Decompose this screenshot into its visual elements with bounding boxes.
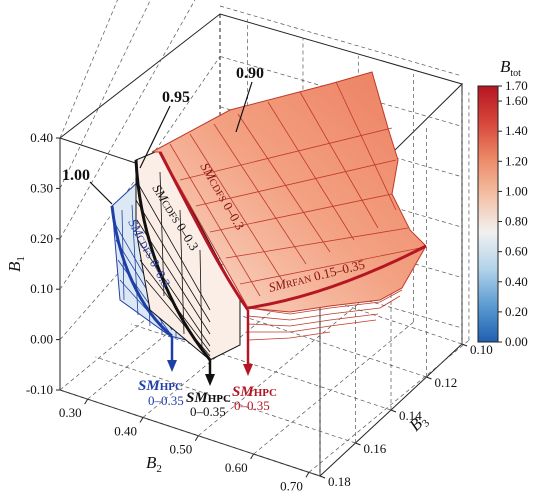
black-edge-curve [134, 159, 212, 361]
b2-tick-label: 0.40 [114, 423, 137, 438]
hpc-arrowhead-blue [167, 360, 177, 372]
contour-label-095: 0.95 [162, 89, 190, 106]
contour-label-100: 1.00 [62, 167, 90, 184]
hpc-arrowhead-red [243, 364, 253, 376]
colorbar-tick-label: 0.20 [505, 304, 528, 319]
b3-tick-label: 0.18 [328, 474, 351, 489]
b3-grid-line [95, 356, 356, 444]
red-surface-top [151, 71, 427, 313]
red-rfan-curve [247, 244, 427, 310]
colorbar-tick-label: 0.80 [505, 214, 528, 229]
colorbar-tick-label: 0.60 [505, 244, 528, 259]
colorbar-tick-label: 0.00 [505, 334, 528, 349]
colorbar-tick-label: 1.70 [505, 78, 528, 93]
red-side-layers [247, 289, 403, 341]
hpc-arrowhead-black [205, 374, 215, 386]
svg-text:SMHPC: SMHPC [138, 378, 183, 394]
b2-tick-mark [84, 398, 89, 405]
black-surface-mesh [135, 171, 211, 357]
hpc-label-red: SMHPC 0–0.35 [232, 384, 277, 413]
colorbar-title: Btot [500, 57, 521, 79]
colorbar: Btot 0.00 0.20 0.40 0.60 0.80 1.00 1.20 1.40 1.6… [477, 57, 528, 349]
b3-tick-mark [390, 409, 397, 413]
contour-leaders [89, 81, 253, 205]
b1-axis-ticks: -0.10 0.00 0.10 0.20 0.30 0.40 [26, 130, 60, 397]
b3-tick-mark [426, 376, 432, 380]
b2-axis-title: B2 [146, 453, 162, 475]
b2-grid-line [308, 340, 470, 473]
b3-tick-label: 0.10 [470, 342, 493, 357]
b2-grid-line [253, 321, 414, 455]
hpc-label-black: SMHPC 0–0.35 [186, 390, 231, 419]
b3-axis-ticks: 0.10 0.12 0.14 0.16 0.18 [319, 342, 493, 489]
svg-text:0–0.35: 0–0.35 [234, 398, 270, 413]
b3-tick-mark [461, 343, 468, 347]
red-edge-curve [158, 151, 250, 311]
b1-tick-label: -0.10 [26, 382, 53, 397]
b3-tick-label: 0.16 [364, 441, 387, 456]
svg-text:B1: B1 [5, 256, 27, 272]
b1-grid-line [59, 0, 196, 239]
b1-tick-label: 0.20 [30, 231, 53, 246]
b3-tick-mark [319, 475, 326, 479]
colorbar-bar [477, 85, 499, 343]
svg-text:0–0.35: 0–0.35 [148, 393, 184, 408]
b1-tick-label: 0.00 [30, 332, 53, 347]
b1-tick-label: 0.10 [30, 281, 53, 296]
colorbar-tick-label: 1.40 [505, 123, 528, 138]
b2-tick-mark [139, 417, 144, 423]
b2-tick-mark [194, 435, 199, 442]
b2-tick-mark [305, 472, 310, 478]
svg-text:SMHPC: SMHPC [186, 390, 231, 406]
colorbar-tick-label: 1.00 [505, 183, 528, 198]
leader-095 [139, 105, 171, 169]
b3-grid-line [59, 389, 321, 477]
b3-tick-label: 0.12 [435, 375, 458, 390]
b3-grid-line [130, 323, 392, 411]
surface-red [151, 71, 427, 341]
svg-text:SMHPC: SMHPC [232, 384, 277, 400]
b1-tick-label: 0.40 [30, 130, 53, 145]
svg-text:0–0.35: 0–0.35 [190, 404, 226, 419]
colorbar-tick-label: 0.40 [505, 274, 528, 289]
red-surface-mesh [169, 81, 421, 297]
blue-edge-curve [110, 205, 173, 338]
colorbar-tick-label: 1.60 [505, 93, 528, 108]
leader-100 [89, 181, 113, 205]
b2-tick-label: 0.50 [170, 442, 193, 457]
hpc-label-blue: SMHPC 0–0.35 [138, 378, 184, 408]
b1-grid-line [59, 0, 151, 189]
b3-tick-mark [355, 442, 361, 446]
b2-tick-mark [250, 453, 255, 460]
hpc-arrows [167, 310, 253, 386]
b2-axis-ticks: 0.30 0.40 0.50 0.60 0.70 [59, 398, 310, 493]
colorbar-ticks: 0.00 0.20 0.40 0.60 0.80 1.00 1.20 1.40 1.601.70 [498, 78, 528, 349]
b2-tick-label: 0.30 [59, 405, 82, 420]
b1-grid-line [59, 0, 118, 139]
b1-tick-label: 0.30 [30, 180, 53, 195]
colorbar-tick-label: 1.20 [505, 153, 528, 168]
b2-tick-label: 0.60 [225, 460, 248, 475]
b2-tick-label: 0.70 [280, 478, 303, 493]
b3-tick-label: 0.14 [399, 408, 422, 423]
leader-090 [235, 81, 253, 133]
b3-grid-line [166, 290, 427, 378]
b1-axis-title: B1 [5, 256, 27, 272]
contour-label-090: 0.90 [236, 65, 264, 82]
